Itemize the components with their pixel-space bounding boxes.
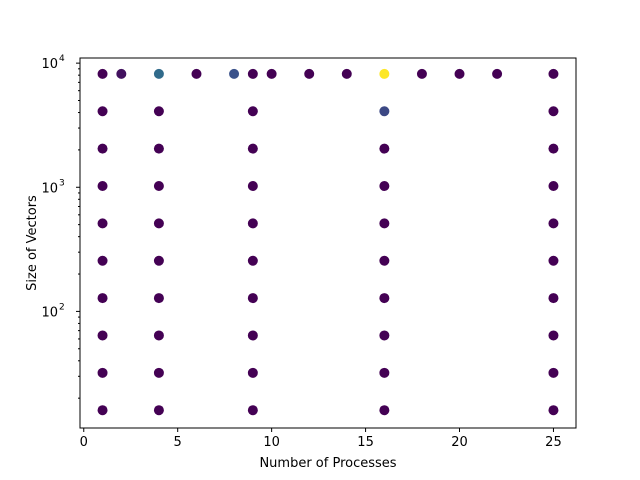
- data-point: [153, 405, 164, 416]
- data-point: [247, 180, 258, 191]
- data-point: [379, 330, 390, 341]
- data-point: [548, 293, 559, 304]
- data-point: [97, 180, 108, 191]
- data-point: [379, 367, 390, 378]
- data-point: [548, 106, 559, 117]
- data-point: [548, 143, 559, 154]
- data-point: [247, 405, 258, 416]
- data-point: [116, 68, 127, 79]
- data-point: [153, 293, 164, 304]
- data-point: [153, 180, 164, 191]
- data-point: [379, 68, 390, 79]
- data-point: [153, 68, 164, 79]
- y-tick-label: 10: [41, 57, 58, 72]
- data-point: [97, 255, 108, 266]
- data-point: [97, 367, 108, 378]
- y-tick-label: 10: [41, 181, 58, 196]
- y-axis-label: Size of Vectors: [25, 195, 40, 291]
- data-point: [379, 143, 390, 154]
- data-point: [247, 68, 258, 79]
- data-point: [247, 330, 258, 341]
- data-point: [416, 68, 427, 79]
- data-point: [97, 293, 108, 304]
- x-tick-label: 5: [174, 435, 182, 450]
- data-point: [548, 218, 559, 229]
- y-tick-label: 10: [41, 305, 58, 320]
- data-point: [379, 218, 390, 229]
- data-point: [97, 106, 108, 117]
- data-point: [304, 68, 315, 79]
- data-point: [247, 106, 258, 117]
- data-point: [379, 405, 390, 416]
- data-point: [153, 367, 164, 378]
- data-point: [379, 106, 390, 117]
- data-point: [548, 255, 559, 266]
- data-point: [548, 405, 559, 416]
- data-point: [247, 143, 258, 154]
- data-point: [97, 330, 108, 341]
- x-axis: 0 5 10 15 20 25: [80, 428, 562, 450]
- data-point: [548, 367, 559, 378]
- data-point: [492, 68, 503, 79]
- points-layer: [97, 68, 559, 416]
- data-point: [266, 68, 277, 79]
- data-point: [153, 218, 164, 229]
- data-point: [341, 68, 352, 79]
- y-tick-exponent: 2: [59, 302, 65, 312]
- x-tick-label: 25: [545, 435, 562, 450]
- data-point: [548, 68, 559, 79]
- y-tick-exponent: 4: [59, 54, 65, 64]
- x-tick-label: 20: [451, 435, 468, 450]
- data-point: [454, 68, 465, 79]
- y-tick-exponent: 3: [59, 178, 65, 188]
- plot-frame: [79, 57, 577, 429]
- data-point: [379, 255, 390, 266]
- data-point: [548, 180, 559, 191]
- data-point: [97, 218, 108, 229]
- x-tick-label: 0: [80, 435, 88, 450]
- x-axis-label: Number of Processes: [259, 456, 396, 471]
- x-tick-label: 15: [357, 435, 374, 450]
- data-point: [97, 68, 108, 79]
- data-point: [379, 180, 390, 191]
- data-point: [247, 255, 258, 266]
- data-point: [153, 255, 164, 266]
- data-point: [191, 68, 202, 79]
- data-point: [97, 143, 108, 154]
- data-point: [153, 330, 164, 341]
- data-point: [247, 293, 258, 304]
- x-tick-label: 10: [263, 435, 280, 450]
- data-point: [548, 330, 559, 341]
- data-point: [97, 405, 108, 416]
- data-point: [247, 367, 258, 378]
- data-point: [229, 68, 240, 79]
- data-point: [247, 218, 258, 229]
- data-point: [153, 143, 164, 154]
- data-point: [379, 293, 390, 304]
- data-point: [153, 106, 164, 117]
